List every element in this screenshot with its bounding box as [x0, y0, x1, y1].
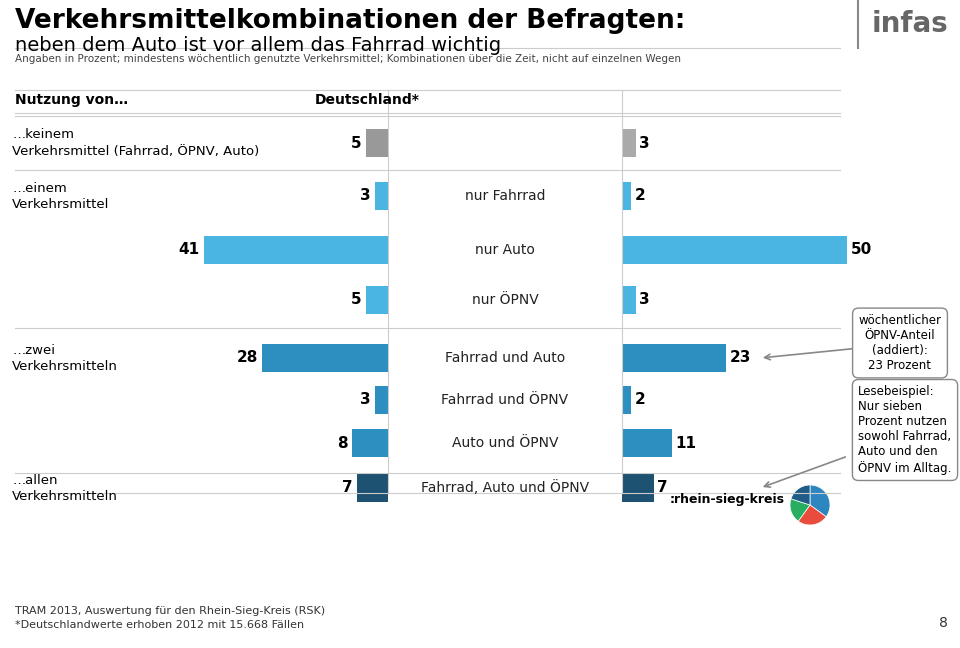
Text: Fahrrad, Auto und ÖPNV: Fahrrad, Auto und ÖPNV	[420, 481, 589, 496]
Text: Angaben in Prozent; mindestens wöchentlich genutzte Verkehrsmittel; Kombinatione: Angaben in Prozent; mindestens wöchentli…	[15, 54, 681, 64]
Text: nur Auto: nur Auto	[475, 243, 535, 257]
Text: 3: 3	[360, 393, 371, 408]
Bar	[622, 386, 631, 414]
Text: 11: 11	[676, 435, 697, 450]
Text: 50: 50	[851, 242, 873, 257]
Text: 41: 41	[179, 242, 200, 257]
Text: infas: infas	[872, 10, 948, 38]
Text: nur ÖPNV: nur ÖPNV	[471, 293, 539, 307]
Text: …einem
Verkehrsmittel: …einem Verkehrsmittel	[12, 181, 109, 211]
Text: :rhein-sieg-kreis: :rhein-sieg-kreis	[670, 494, 785, 507]
Bar	[204, 236, 388, 264]
Bar	[352, 429, 388, 457]
Text: TRAM 2013, Auswertung für den Rhein-Sieg-Kreis (RSK): TRAM 2013, Auswertung für den Rhein-Sieg…	[15, 606, 325, 616]
Bar	[366, 286, 388, 314]
Text: nur Fahrrad: nur Fahrrad	[465, 189, 545, 203]
Text: …allen
Verkehrsmitteln: …allen Verkehrsmitteln	[12, 474, 118, 502]
Text: 3: 3	[360, 189, 371, 203]
Wedge shape	[791, 485, 810, 505]
Bar	[622, 474, 654, 502]
Text: 23: 23	[730, 351, 751, 365]
Text: neben dem Auto ist vor allem das Fahrrad wichtig: neben dem Auto ist vor allem das Fahrrad…	[15, 36, 501, 55]
Wedge shape	[790, 499, 810, 521]
Text: wöchentlicher
ÖPNV-Anteil
(addiert):
23 Prozent: wöchentlicher ÖPNV-Anteil (addiert): 23 …	[858, 314, 942, 372]
Text: Deutschland*: Deutschland*	[315, 93, 420, 107]
Bar	[622, 182, 631, 210]
Bar	[356, 474, 388, 502]
Text: 2: 2	[635, 189, 646, 203]
Text: 8: 8	[337, 435, 348, 450]
Bar	[622, 429, 671, 457]
Bar	[622, 344, 726, 372]
Text: Lesebeispiel:
Nur sieben
Prozent nutzen
sowohl Fahrrad,
Auto und den
ÖPNV im All: Lesebeispiel: Nur sieben Prozent nutzen …	[858, 386, 951, 474]
Bar	[622, 286, 636, 314]
Text: 5: 5	[350, 292, 362, 308]
Bar	[374, 182, 388, 210]
Bar	[262, 344, 388, 372]
Text: *Deutschlandwerte erhoben 2012 mit 15.668 Fällen: *Deutschlandwerte erhoben 2012 mit 15.66…	[15, 620, 304, 630]
Wedge shape	[810, 485, 830, 516]
Text: 5: 5	[350, 135, 362, 150]
Text: …keinem
Verkehrsmittel (Fahrrad, ÖPNV, Auto): …keinem Verkehrsmittel (Fahrrad, ÖPNV, A…	[12, 128, 259, 157]
Text: 2: 2	[635, 393, 646, 408]
Wedge shape	[799, 505, 827, 525]
Text: 8: 8	[939, 616, 948, 630]
Text: Fahrrad und Auto: Fahrrad und Auto	[444, 351, 565, 365]
Text: 3: 3	[639, 135, 650, 150]
Text: 7: 7	[342, 481, 352, 496]
Text: Verkehrsmittelkombinationen der Befragten:: Verkehrsmittelkombinationen der Befragte…	[15, 8, 685, 34]
Text: Auto und ÖPNV: Auto und ÖPNV	[452, 436, 559, 450]
Text: Fahrrad und ÖPNV: Fahrrad und ÖPNV	[442, 393, 568, 407]
Text: 28: 28	[236, 351, 258, 365]
Bar	[622, 236, 847, 264]
Text: Nutzung von…: Nutzung von…	[15, 93, 128, 107]
Text: 7: 7	[658, 481, 668, 496]
Text: …zwei
Verkehrsmitteln: …zwei Verkehrsmitteln	[12, 343, 118, 373]
Bar	[374, 386, 388, 414]
Bar	[622, 129, 636, 157]
Text: 3: 3	[639, 292, 650, 308]
Bar	[366, 129, 388, 157]
